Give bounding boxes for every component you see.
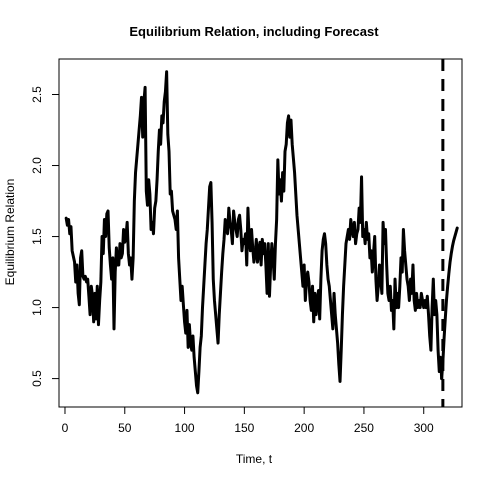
chart-title: Equilibrium Relation, including Forecast xyxy=(129,24,379,39)
y-axis-label: Equilibrium Relation xyxy=(3,179,17,286)
y-tick-label-1: 1.0 xyxy=(30,299,44,316)
x-tick-label-5: 250 xyxy=(354,421,374,435)
x-tick-label-0: 0 xyxy=(62,421,69,435)
x-tick-label-4: 200 xyxy=(294,421,314,435)
y-tick-label-0: 0.5 xyxy=(30,370,44,387)
y-axis: 0.5 1.0 1.5 2.0 2.5 xyxy=(30,86,60,387)
x-tick-label-3: 150 xyxy=(234,421,254,435)
y-tick-label-3: 2.0 xyxy=(30,157,44,174)
x-tick-label-2: 100 xyxy=(175,421,195,435)
series-group xyxy=(64,70,459,395)
x-axis-label: Time, t xyxy=(236,452,273,466)
x-tick-label-1: 50 xyxy=(118,421,132,435)
y-tick-label-2: 1.5 xyxy=(30,228,44,245)
plot-frame xyxy=(58,58,463,408)
x-tick-label-6: 300 xyxy=(414,421,434,435)
series-line-forecast xyxy=(440,226,459,381)
y-tick-label-4: 2.5 xyxy=(30,86,44,103)
x-axis: 0 50 100 150 200 250 300 xyxy=(62,406,434,435)
series-line-observed xyxy=(64,70,444,395)
